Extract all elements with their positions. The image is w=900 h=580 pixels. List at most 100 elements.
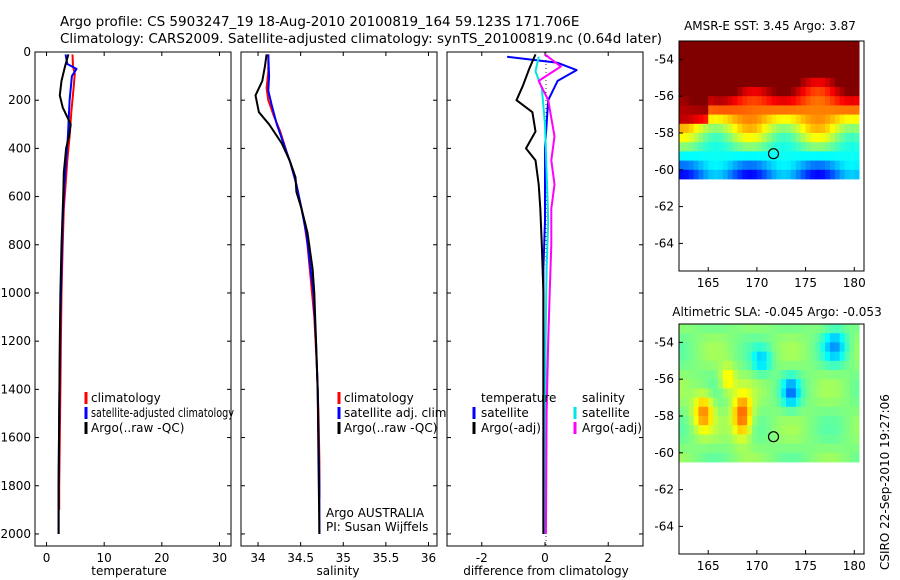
sst-map-cell — [727, 87, 733, 97]
sst-map-cell — [854, 105, 860, 115]
sla-map-cell — [854, 416, 860, 426]
sst-map-cell — [703, 114, 709, 125]
sst-map-cell — [722, 169, 729, 180]
sla-map-cell — [771, 434, 777, 444]
sla-map-cell — [722, 434, 729, 444]
sla-map-cell — [834, 452, 841, 463]
sst-map-cell — [698, 151, 704, 161]
sla-map-cell — [737, 416, 743, 426]
salinity-x-tick-label: 36 — [421, 551, 436, 565]
sst-map-cell — [825, 123, 831, 134]
sla-map-cell — [854, 370, 860, 380]
sst-map-cell — [771, 87, 777, 97]
sst-map-cell — [834, 68, 841, 79]
sst-map-cell — [737, 96, 743, 106]
sst-map-cell — [713, 87, 719, 97]
sst-map-cell — [722, 105, 729, 115]
sst-map-cell — [756, 160, 763, 171]
sla-map-cell — [854, 397, 860, 408]
sla-map-cell — [815, 388, 821, 398]
sst-map-cell — [756, 105, 763, 115]
sst-map-cell — [698, 142, 704, 152]
difference-legend: temperature satellite Argo(-adj) salinit… — [472, 391, 642, 435]
sst-map-cell — [698, 77, 704, 88]
sla-map-cell — [781, 333, 787, 343]
sla-map-cell — [683, 416, 690, 426]
sst-map-cell — [776, 133, 782, 143]
sst-map-cell — [688, 151, 695, 161]
sla-map-cell — [747, 425, 753, 435]
sla-map-cell — [693, 333, 699, 343]
sla-map-cell — [771, 443, 777, 454]
sla-map-cell — [825, 379, 831, 389]
sst-map-x-tick-label: 165 — [697, 276, 720, 290]
sla-map-cell — [693, 360, 699, 371]
sla-map-cell — [742, 360, 748, 371]
sla-map-cell — [703, 370, 709, 380]
sla-map-cell — [732, 434, 738, 444]
sla-map-cell — [713, 406, 719, 417]
sla-map-cell — [703, 416, 709, 426]
sst-map-cell — [795, 105, 802, 115]
sst-map-cell — [727, 68, 733, 79]
sst-map-cell — [679, 96, 685, 106]
sla-map-cell — [829, 333, 836, 343]
sla-map-cell — [781, 379, 787, 389]
sst-map-x-tick-label: 180 — [843, 276, 866, 290]
sst-map-cell — [688, 50, 695, 60]
sla-map-cell — [820, 434, 826, 444]
sst-map-cell — [688, 160, 695, 171]
sla-map-cell — [790, 342, 797, 352]
sla-map-cell — [688, 333, 695, 343]
sst-map-cell — [844, 142, 850, 152]
sla-map-cell — [810, 434, 816, 444]
sla-map-cell — [727, 342, 733, 352]
sst-map-cell — [795, 50, 802, 60]
sst-map-cell — [722, 151, 729, 161]
sla-map-cell — [722, 425, 729, 435]
temperature-x-tick-label: 0 — [43, 551, 51, 565]
sst-map-cell — [693, 169, 699, 180]
sst-map-cell — [747, 41, 753, 51]
sst-map-cell — [829, 59, 836, 69]
sla-map-cell — [854, 342, 860, 352]
sla-map-cell — [732, 452, 738, 463]
sla-map-cell — [708, 360, 714, 371]
sst-map-cell — [722, 133, 729, 143]
sla-map-cell — [820, 406, 826, 417]
sla-map-cell — [713, 434, 719, 444]
temperature-legend: climatology satellite-adjusted climatolo… — [84, 391, 234, 435]
sst-map-cell — [790, 68, 797, 79]
sla-map-cell — [722, 452, 729, 463]
sst-map-cell — [815, 50, 821, 60]
sst-map-cell — [683, 87, 690, 97]
sla-map-cell — [834, 360, 841, 371]
sla-map-cell — [790, 452, 797, 463]
sst-map-cell — [683, 68, 690, 79]
sst-map-cell — [800, 133, 806, 143]
sla-map-cell — [703, 351, 709, 362]
sst-map-cell — [683, 77, 690, 88]
sst-map-cell — [790, 96, 797, 106]
sla-map-cell — [747, 351, 753, 362]
sst-map-cell — [771, 68, 777, 79]
sla-map-cell — [732, 342, 738, 352]
sla-map-cell — [834, 333, 841, 343]
sla-map-cell — [683, 388, 690, 398]
sla-map-cell — [703, 342, 709, 352]
salinity-series — [254, 54, 321, 535]
sla-map-cell — [703, 379, 709, 389]
sla-map-cell — [776, 324, 782, 334]
sla-map-cell — [708, 342, 714, 352]
sla-map-cell — [781, 388, 787, 398]
sst-map-cell — [781, 133, 787, 143]
sla-map-cell — [761, 452, 768, 463]
sst-map-cell — [771, 96, 777, 106]
sla-map-cell — [766, 406, 772, 417]
sst-map-cell — [693, 142, 699, 152]
sst-map-cell — [756, 114, 763, 125]
sla-map-image — [679, 324, 860, 463]
sla-map-cell — [708, 425, 714, 435]
sst-map-cell — [805, 142, 811, 152]
sla-map-cell — [679, 434, 685, 444]
